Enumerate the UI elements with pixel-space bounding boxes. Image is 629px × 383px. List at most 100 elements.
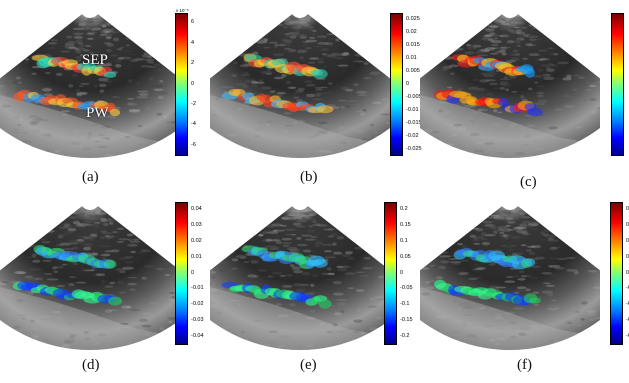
speckle: [314, 86, 324, 89]
speckle: [327, 82, 333, 85]
speckle: [326, 267, 332, 271]
colorbar-tick-label: 2: [191, 60, 195, 67]
speckle: [273, 44, 278, 49]
speckle: [496, 151, 505, 154]
speckle: [505, 217, 514, 221]
speckle: [519, 35, 528, 38]
speckle: [137, 124, 143, 128]
speckle: [54, 150, 61, 153]
septum-overlay-blob: [103, 71, 117, 78]
speckle: [85, 223, 95, 227]
speckle: [250, 260, 259, 264]
speckle: [284, 124, 294, 127]
speckle: [323, 228, 335, 231]
speckle: [78, 241, 85, 245]
speckle: [332, 323, 338, 327]
speckle: [326, 33, 331, 36]
speckle: [289, 263, 295, 268]
speckle: [510, 53, 515, 56]
speckle: [322, 53, 334, 57]
speckle: [218, 268, 226, 272]
speckle: [565, 74, 572, 79]
speckle: [83, 136, 94, 140]
speckle: [211, 291, 223, 295]
colorbar-tick-label: 0.4: [626, 237, 629, 244]
speckle: [262, 231, 269, 234]
speckle: [75, 49, 81, 54]
speckle: [561, 95, 572, 97]
speckle: [304, 80, 314, 84]
colorbar: x 10⁻⁵: [175, 8, 189, 156]
speckle: [517, 231, 522, 234]
speckle: [84, 338, 91, 340]
speckle: [301, 283, 310, 286]
speckle: [47, 231, 54, 234]
speckle: [138, 92, 149, 96]
speckle: [109, 29, 122, 34]
speckle: [286, 274, 292, 277]
speckle: [16, 123, 22, 127]
speckle: [37, 117, 42, 120]
speckle: [221, 86, 234, 89]
speckle: [86, 343, 98, 346]
speckle: [482, 36, 492, 39]
speckle: [91, 31, 98, 34]
speckle: [38, 301, 47, 305]
speckle: [95, 273, 106, 277]
speckle: [295, 148, 301, 153]
speckle: [488, 285, 501, 289]
speckle: [548, 257, 560, 260]
speckle: [83, 49, 90, 52]
speckle: [325, 278, 334, 282]
speckle: [100, 29, 108, 32]
speckle: [34, 267, 43, 272]
speckle: [308, 26, 315, 29]
speckle: [490, 214, 500, 217]
speckle: [63, 223, 70, 227]
speckle: [515, 28, 521, 32]
speckle: [219, 75, 226, 78]
speckle: [92, 214, 100, 219]
speckle: [457, 127, 467, 131]
speckle: [298, 56, 305, 60]
speckle: [50, 39, 59, 42]
speckle: [101, 231, 113, 235]
speckle: [245, 326, 253, 329]
speckle: [537, 68, 544, 72]
colorbar: [175, 202, 188, 345]
speckle: [106, 62, 112, 66]
speckle: [87, 37, 94, 40]
colorbar-tick-label: 0.02: [191, 237, 202, 244]
speckle: [90, 215, 103, 218]
speckle: [547, 237, 554, 240]
colorbar-tick-label: 0: [191, 80, 195, 87]
speckle: [151, 84, 164, 88]
speckle: [291, 25, 302, 30]
speckle: [456, 273, 467, 276]
speckle: [449, 261, 462, 264]
speckle: [485, 28, 495, 32]
speckle: [494, 18, 503, 22]
speckle: [55, 118, 61, 121]
speckle: [521, 231, 529, 235]
speckle: [63, 341, 74, 344]
speckle: [476, 50, 489, 54]
speckle: [338, 126, 345, 130]
speckle: [509, 123, 517, 127]
speckle: [112, 37, 120, 42]
speckle: [437, 251, 449, 254]
speckle: [300, 348, 311, 350]
speckle: [292, 283, 305, 287]
speckle: [529, 38, 536, 42]
speckle: [306, 218, 317, 221]
speckle: [134, 58, 146, 61]
speckle: [501, 209, 513, 213]
speckle: [373, 297, 384, 301]
speckle: [480, 233, 486, 236]
speckle: [281, 216, 289, 220]
speckle: [506, 340, 512, 344]
speckle: [247, 298, 259, 302]
speckle: [315, 243, 320, 248]
speckle: [104, 80, 113, 83]
speckle: [522, 136, 534, 139]
